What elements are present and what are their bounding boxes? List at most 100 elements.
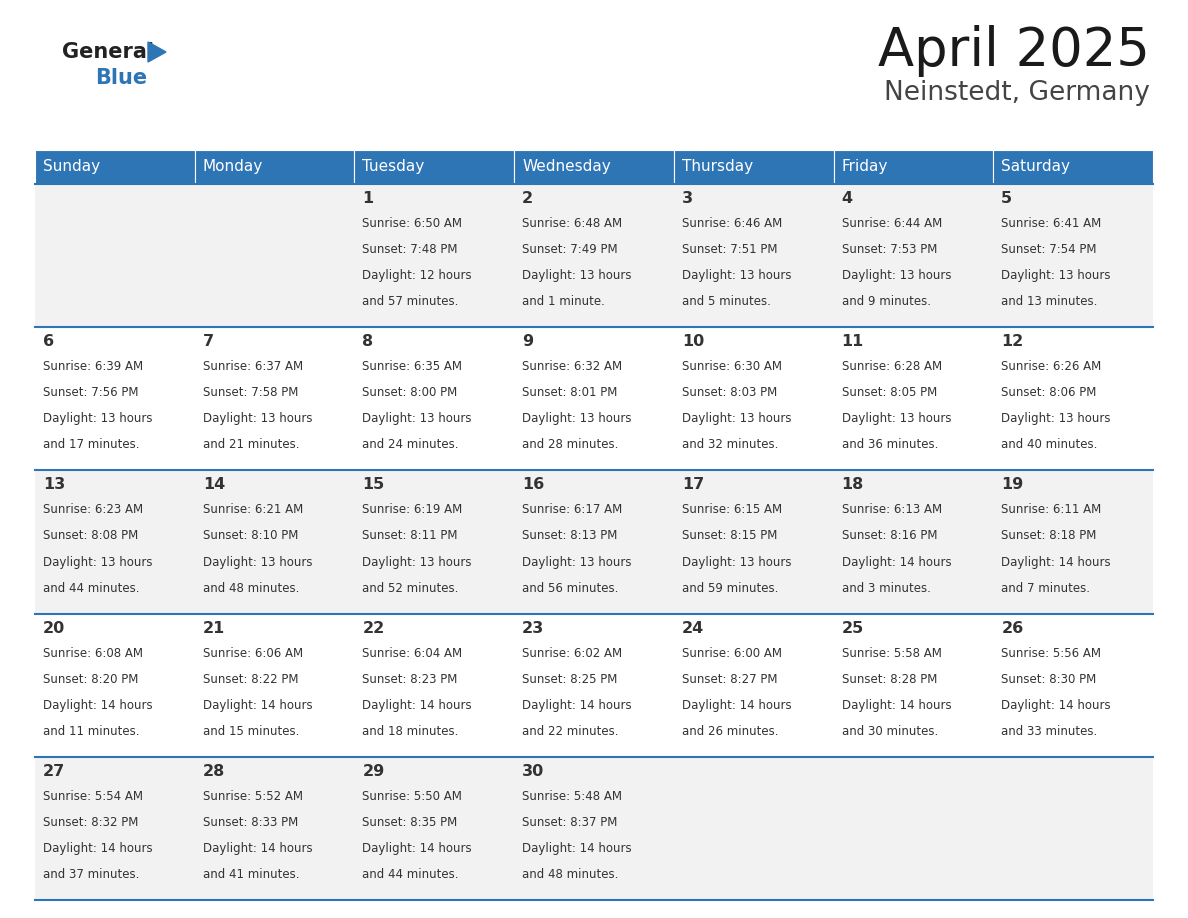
Text: and 36 minutes.: and 36 minutes. <box>841 439 939 452</box>
Text: Sunrise: 6:06 AM: Sunrise: 6:06 AM <box>203 646 303 660</box>
Text: Sunset: 8:18 PM: Sunset: 8:18 PM <box>1001 530 1097 543</box>
Text: Sunset: 8:20 PM: Sunset: 8:20 PM <box>43 673 138 686</box>
Text: and 40 minutes.: and 40 minutes. <box>1001 439 1098 452</box>
Text: and 9 minutes.: and 9 minutes. <box>841 296 930 308</box>
Text: Sunset: 7:53 PM: Sunset: 7:53 PM <box>841 243 937 256</box>
Text: and 26 minutes.: and 26 minutes. <box>682 724 778 738</box>
Text: 7: 7 <box>203 334 214 349</box>
Text: 11: 11 <box>841 334 864 349</box>
Text: Sunrise: 6:13 AM: Sunrise: 6:13 AM <box>841 503 942 517</box>
Text: and 22 minutes.: and 22 minutes. <box>523 724 619 738</box>
Text: 10: 10 <box>682 334 704 349</box>
Text: Daylight: 13 hours: Daylight: 13 hours <box>682 412 791 425</box>
Bar <box>34 184 1154 327</box>
Text: Daylight: 13 hours: Daylight: 13 hours <box>362 412 472 425</box>
Text: Thursday: Thursday <box>682 160 753 174</box>
Text: 28: 28 <box>203 764 225 778</box>
Text: and 11 minutes.: and 11 minutes. <box>43 724 139 738</box>
Text: Sunset: 8:06 PM: Sunset: 8:06 PM <box>1001 386 1097 399</box>
Text: and 3 minutes.: and 3 minutes. <box>841 581 930 595</box>
Text: 15: 15 <box>362 477 385 492</box>
Text: and 18 minutes.: and 18 minutes. <box>362 724 459 738</box>
Text: Neinstedt, Germany: Neinstedt, Germany <box>884 80 1150 106</box>
Text: 18: 18 <box>841 477 864 492</box>
Text: Sunrise: 5:54 AM: Sunrise: 5:54 AM <box>43 789 143 803</box>
Text: Tuesday: Tuesday <box>362 160 424 174</box>
Text: Sunrise: 6:23 AM: Sunrise: 6:23 AM <box>43 503 143 517</box>
Text: Daylight: 14 hours: Daylight: 14 hours <box>682 699 791 711</box>
Text: 27: 27 <box>43 764 65 778</box>
Text: Sunrise: 6:30 AM: Sunrise: 6:30 AM <box>682 360 782 374</box>
Text: Blue: Blue <box>95 68 147 88</box>
Text: Sunday: Sunday <box>43 160 100 174</box>
Text: 29: 29 <box>362 764 385 778</box>
Text: Sunset: 8:11 PM: Sunset: 8:11 PM <box>362 530 457 543</box>
Text: and 5 minutes.: and 5 minutes. <box>682 296 771 308</box>
Text: Sunrise: 5:56 AM: Sunrise: 5:56 AM <box>1001 646 1101 660</box>
Text: Daylight: 13 hours: Daylight: 13 hours <box>523 555 632 568</box>
Text: Daylight: 14 hours: Daylight: 14 hours <box>43 699 152 711</box>
Text: Sunrise: 6:32 AM: Sunrise: 6:32 AM <box>523 360 623 374</box>
Text: 21: 21 <box>203 621 225 635</box>
Text: Sunset: 8:15 PM: Sunset: 8:15 PM <box>682 530 777 543</box>
Text: and 33 minutes.: and 33 minutes. <box>1001 724 1098 738</box>
Text: Daylight: 14 hours: Daylight: 14 hours <box>43 842 152 855</box>
Text: Sunset: 8:30 PM: Sunset: 8:30 PM <box>1001 673 1097 686</box>
Polygon shape <box>148 42 166 62</box>
Text: Sunset: 7:58 PM: Sunset: 7:58 PM <box>203 386 298 399</box>
Text: and 17 minutes.: and 17 minutes. <box>43 439 139 452</box>
Text: and 37 minutes.: and 37 minutes. <box>43 868 139 881</box>
Text: Sunrise: 6:35 AM: Sunrise: 6:35 AM <box>362 360 462 374</box>
Text: Sunrise: 6:41 AM: Sunrise: 6:41 AM <box>1001 217 1101 230</box>
Text: Sunset: 8:01 PM: Sunset: 8:01 PM <box>523 386 618 399</box>
Text: Sunset: 8:22 PM: Sunset: 8:22 PM <box>203 673 298 686</box>
Text: 26: 26 <box>1001 621 1024 635</box>
Text: Sunset: 8:33 PM: Sunset: 8:33 PM <box>203 816 298 829</box>
Text: Sunset: 7:56 PM: Sunset: 7:56 PM <box>43 386 139 399</box>
Text: Daylight: 13 hours: Daylight: 13 hours <box>841 412 952 425</box>
Text: Daylight: 13 hours: Daylight: 13 hours <box>682 555 791 568</box>
Text: Sunset: 8:37 PM: Sunset: 8:37 PM <box>523 816 618 829</box>
Text: Sunrise: 6:15 AM: Sunrise: 6:15 AM <box>682 503 782 517</box>
Text: 25: 25 <box>841 621 864 635</box>
Text: 23: 23 <box>523 621 544 635</box>
Bar <box>354 150 514 184</box>
Text: 4: 4 <box>841 191 853 206</box>
Text: Friday: Friday <box>841 160 887 174</box>
Text: Sunset: 8:00 PM: Sunset: 8:00 PM <box>362 386 457 399</box>
Text: Daylight: 13 hours: Daylight: 13 hours <box>1001 412 1111 425</box>
Text: 3: 3 <box>682 191 693 206</box>
Text: 17: 17 <box>682 477 704 492</box>
Text: and 44 minutes.: and 44 minutes. <box>43 581 139 595</box>
Text: Sunrise: 6:39 AM: Sunrise: 6:39 AM <box>43 360 143 374</box>
Bar <box>34 327 1154 470</box>
Text: and 44 minutes.: and 44 minutes. <box>362 868 459 881</box>
Bar <box>34 613 1154 756</box>
Text: Daylight: 13 hours: Daylight: 13 hours <box>43 412 152 425</box>
Text: Sunrise: 6:11 AM: Sunrise: 6:11 AM <box>1001 503 1101 517</box>
Text: Sunset: 8:25 PM: Sunset: 8:25 PM <box>523 673 618 686</box>
Text: Daylight: 13 hours: Daylight: 13 hours <box>362 555 472 568</box>
Text: Sunset: 7:51 PM: Sunset: 7:51 PM <box>682 243 777 256</box>
Text: April 2025: April 2025 <box>878 25 1150 77</box>
Text: Sunrise: 6:00 AM: Sunrise: 6:00 AM <box>682 646 782 660</box>
Text: and 57 minutes.: and 57 minutes. <box>362 296 459 308</box>
Text: General: General <box>62 42 154 62</box>
Text: 12: 12 <box>1001 334 1024 349</box>
Text: Sunset: 8:10 PM: Sunset: 8:10 PM <box>203 530 298 543</box>
Text: Sunset: 8:28 PM: Sunset: 8:28 PM <box>841 673 937 686</box>
Text: Sunset: 8:08 PM: Sunset: 8:08 PM <box>43 530 138 543</box>
Text: and 15 minutes.: and 15 minutes. <box>203 724 299 738</box>
Text: Sunset: 8:23 PM: Sunset: 8:23 PM <box>362 673 457 686</box>
Text: Daylight: 13 hours: Daylight: 13 hours <box>203 555 312 568</box>
Text: 20: 20 <box>43 621 65 635</box>
Text: 19: 19 <box>1001 477 1024 492</box>
Text: Daylight: 12 hours: Daylight: 12 hours <box>362 269 472 282</box>
Text: Sunset: 8:13 PM: Sunset: 8:13 PM <box>523 530 618 543</box>
Text: 13: 13 <box>43 477 65 492</box>
Text: 6: 6 <box>43 334 55 349</box>
Text: 1: 1 <box>362 191 373 206</box>
Text: Daylight: 13 hours: Daylight: 13 hours <box>203 412 312 425</box>
Bar <box>514 150 674 184</box>
Text: 5: 5 <box>1001 191 1012 206</box>
